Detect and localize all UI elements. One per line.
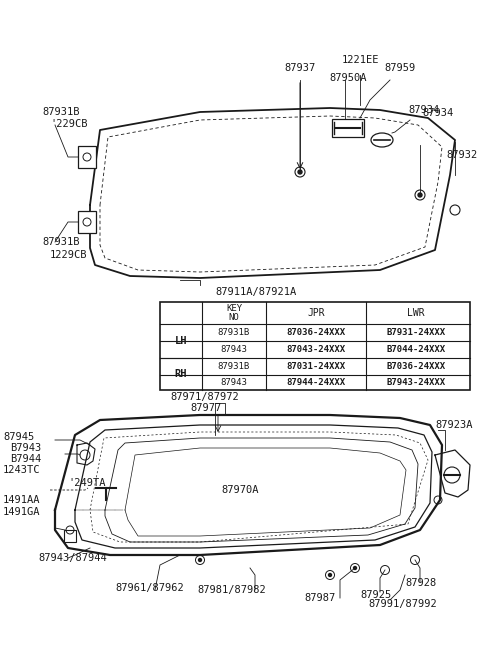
Text: 87961/87962: 87961/87962 <box>115 583 184 593</box>
Bar <box>78 211 96 233</box>
Text: B7943-24XXX: B7943-24XXX <box>386 378 445 387</box>
Text: KEY
NO: KEY NO <box>226 304 242 323</box>
Circle shape <box>328 574 332 576</box>
Text: 87934: 87934 <box>408 105 439 115</box>
Text: 87987: 87987 <box>304 593 336 603</box>
Bar <box>160 302 470 390</box>
Text: 87931B: 87931B <box>42 107 80 117</box>
Bar <box>78 146 96 168</box>
Text: 1243TC: 1243TC <box>3 465 40 475</box>
Text: 87944-24XXX: 87944-24XXX <box>287 378 346 387</box>
Text: 87981/87982: 87981/87982 <box>198 585 266 595</box>
Text: 1491AA: 1491AA <box>3 495 40 505</box>
Text: RH: RH <box>175 369 187 379</box>
Text: B7931-24XXX: B7931-24XXX <box>386 328 445 337</box>
Text: 87943: 87943 <box>221 378 247 387</box>
Text: 87931B: 87931B <box>218 362 250 371</box>
Text: '249TA: '249TA <box>68 478 106 488</box>
Circle shape <box>298 170 302 174</box>
Circle shape <box>353 566 357 570</box>
Text: 87950A: 87950A <box>329 73 367 83</box>
Text: 87970A: 87970A <box>221 485 259 495</box>
Circle shape <box>418 193 422 197</box>
Text: 87043-24XXX: 87043-24XXX <box>287 345 346 354</box>
Bar <box>332 119 364 137</box>
Text: 87932: 87932 <box>446 150 478 160</box>
Text: JPR: JPR <box>307 308 325 318</box>
Text: 87928: 87928 <box>405 578 436 588</box>
Text: B7943: B7943 <box>10 443 41 453</box>
Text: 87931B: 87931B <box>42 237 80 247</box>
Text: 87911A/87921A: 87911A/87921A <box>215 287 296 297</box>
Text: '229CB: '229CB <box>50 119 87 129</box>
Text: 87931B: 87931B <box>218 328 250 337</box>
Text: 87934: 87934 <box>422 108 454 118</box>
Text: 1221EE: 1221EE <box>341 55 379 65</box>
Circle shape <box>199 558 202 562</box>
Text: B7944: B7944 <box>10 454 41 464</box>
Text: 1229CB: 1229CB <box>50 250 87 260</box>
Ellipse shape <box>371 133 393 147</box>
Text: LH: LH <box>175 336 187 346</box>
Text: 87031-24XXX: 87031-24XXX <box>287 362 346 371</box>
Text: 87945: 87945 <box>3 432 34 442</box>
Text: 87937: 87937 <box>284 63 316 73</box>
Text: 87036-24XXX: 87036-24XXX <box>287 328 346 337</box>
Text: 1491GA: 1491GA <box>3 507 40 517</box>
Text: B7036-24XXX: B7036-24XXX <box>386 362 445 371</box>
Text: 87943: 87943 <box>221 345 247 354</box>
Text: LWR: LWR <box>407 308 425 318</box>
Bar <box>64 530 76 542</box>
Text: 87923A: 87923A <box>435 420 472 430</box>
Text: 87943/87944: 87943/87944 <box>38 553 107 563</box>
Text: B7044-24XXX: B7044-24XXX <box>386 345 445 354</box>
Text: 87959: 87959 <box>384 63 416 73</box>
Text: 87971/87972: 87971/87972 <box>170 392 239 402</box>
Text: 87977: 87977 <box>190 403 221 413</box>
Text: 87925: 87925 <box>360 590 391 600</box>
Text: 87991/87992: 87991/87992 <box>368 599 437 609</box>
